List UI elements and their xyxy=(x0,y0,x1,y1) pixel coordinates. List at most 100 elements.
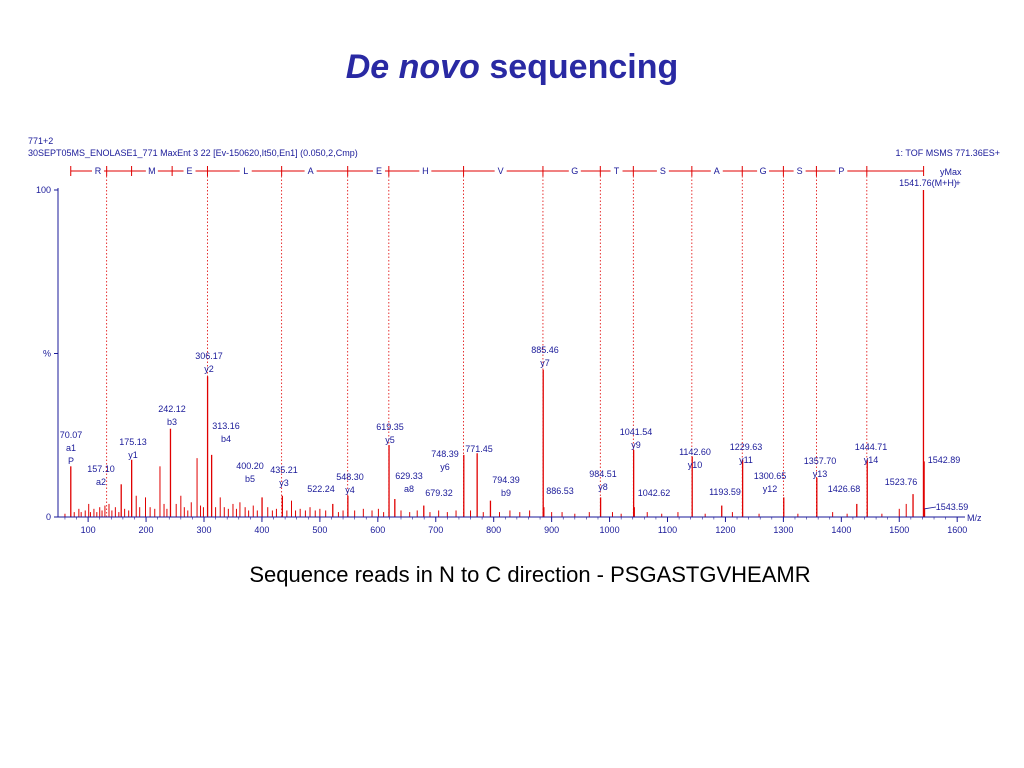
peak-label-175.13: 175.13 xyxy=(119,437,147,447)
peak-label-1444.71: 1444.71 xyxy=(855,442,888,452)
residue-label: A xyxy=(308,166,314,176)
ion-label-y5: y5 xyxy=(385,435,395,445)
x-tick-label: 500 xyxy=(312,525,327,535)
residue-label-bg xyxy=(372,166,385,176)
x-tick-label: 300 xyxy=(196,525,211,535)
residue-label-bg xyxy=(494,166,507,176)
residue-label: L xyxy=(243,166,248,176)
peak-extra-label: P xyxy=(68,456,74,466)
peak-label-313.16: 313.16 xyxy=(212,421,240,431)
peak-label-1042.62: 1042.62 xyxy=(638,488,671,498)
x-tick-label: 1200 xyxy=(715,525,735,535)
residue-label: G xyxy=(760,166,767,176)
ion-label-y4: y4 xyxy=(345,485,355,495)
peak-label-1523.76: 1523.76 xyxy=(885,477,918,487)
ion-label-b5: b5 xyxy=(245,474,255,484)
ion-label-y14: y14 xyxy=(864,455,879,465)
residue-label-bg xyxy=(419,166,432,176)
peak-label-984.51: 984.51 xyxy=(589,469,617,479)
y-tick-label: % xyxy=(43,349,51,359)
ion-label-y8: y8 xyxy=(598,482,608,492)
peak-label-157.10: 157.10 xyxy=(87,464,115,474)
ion-label-a2: a2 xyxy=(96,477,106,487)
y-tick-label: 100 xyxy=(36,185,51,195)
y-tick-label: 0 xyxy=(46,512,51,522)
residue-label: G xyxy=(571,166,578,176)
residue-label-bg xyxy=(568,166,581,176)
peak-label-1426.68: 1426.68 xyxy=(828,484,861,494)
x-tick-label: 900 xyxy=(544,525,559,535)
ion-label-y3: y3 xyxy=(279,478,289,488)
ion-label-y9: y9 xyxy=(631,440,641,450)
sequence-caption: Sequence reads in N to C direction - PSG… xyxy=(249,562,811,587)
residue-label-bg xyxy=(239,166,252,176)
ion-label-y10: y10 xyxy=(688,460,703,470)
peak-label-619.35: 619.35 xyxy=(376,422,404,432)
residue-label-bg xyxy=(710,166,723,176)
x-tick-label: 600 xyxy=(370,525,385,535)
x-tick-label: 400 xyxy=(254,525,269,535)
ion-label-y11: y11 xyxy=(739,455,753,465)
ion-label-a1: a1 xyxy=(66,443,76,453)
peak-label-679.32: 679.32 xyxy=(425,488,453,498)
ion-label-y2: y2 xyxy=(204,364,214,374)
peak-label-886.53: 886.53 xyxy=(546,486,574,496)
x-tick-label: 800 xyxy=(486,525,501,535)
residue-label-bg xyxy=(610,166,623,176)
ion-label-y6: y6 xyxy=(440,462,450,472)
x-tick-label: 1600 xyxy=(947,525,967,535)
residue-label: A xyxy=(714,166,720,176)
peak-label-1229.63: 1229.63 xyxy=(730,442,763,452)
residue-label: V xyxy=(498,166,504,176)
peak-label-242.12: 242.12 xyxy=(158,404,186,414)
header-line-2: 30SEPT05MS_ENOLASE1_771 MaxEnt 3 22 [Ev-… xyxy=(28,148,358,158)
peak-label-1142.60: 1142.60 xyxy=(679,447,711,457)
x-tick-label: 1100 xyxy=(658,525,677,535)
x-tick-label: 100 xyxy=(81,525,96,535)
header-line-1: 771+2 xyxy=(28,136,53,146)
residue-label: M xyxy=(148,166,156,176)
peak-label-1542.89: 1542.89 xyxy=(928,455,961,465)
residue-label-bg xyxy=(757,166,770,176)
peak-series xyxy=(64,190,926,517)
residue-label: S xyxy=(797,166,803,176)
x-tick-label: 200 xyxy=(139,525,154,535)
peak-label-885.46: 885.46 xyxy=(531,345,559,355)
peak-label-522.24: 522.24 xyxy=(307,484,335,494)
peak-label-70.07: 70.07 xyxy=(60,430,83,440)
peak-label-629.33: 629.33 xyxy=(395,471,423,481)
ion-guide-lines xyxy=(106,176,868,517)
residue-label: P xyxy=(838,166,844,176)
peak-label-1041.54: 1041.54 xyxy=(620,427,653,437)
residue-label: S xyxy=(660,166,666,176)
peak-label-771.45: 771.45 xyxy=(465,444,493,454)
ion-label-b3: b3 xyxy=(167,417,177,427)
axes: 100 200 300 400 500 600 700 800 900 1000 1100 1200 1… xyxy=(36,185,967,535)
slide-title-italic: De novo xyxy=(345,48,480,86)
peak-labels: 70.07 a1 P 157.10 a2 175.13 y1 242.12 b3 306.17 y2… xyxy=(60,178,969,512)
residue-label-bg xyxy=(835,166,848,176)
slide-title: De novo sequencing xyxy=(0,48,1024,87)
residue-label-bg xyxy=(183,166,196,176)
residue-label-bg xyxy=(304,166,317,176)
peak-label-1541.76: 1541.76(M+H) xyxy=(899,178,957,188)
residue-label: E xyxy=(376,166,382,176)
residue-label: R xyxy=(95,166,102,176)
residue-label-bg xyxy=(145,166,158,176)
label-connector xyxy=(924,506,937,510)
peak-label-1300.65: 1300.65 xyxy=(754,471,787,481)
peak-label-1357.70: 1357.70 xyxy=(804,456,837,466)
x-tick-label: 700 xyxy=(428,525,443,535)
residue-label: T xyxy=(614,166,620,176)
residue-label-bg xyxy=(793,166,806,176)
x-tick-label: 1300 xyxy=(773,525,793,535)
x-axis-label: M/z xyxy=(967,513,982,523)
ion-label-b4: b4 xyxy=(221,434,231,444)
peak-label-1543.59: 1543.59 xyxy=(936,502,969,512)
peak-label-306.17: 306.17 xyxy=(195,351,223,361)
peak-label-435.21: 435.21 xyxy=(270,465,298,475)
peak-label-748.39: 748.39 xyxy=(431,449,459,459)
residue-label: E xyxy=(187,166,193,176)
ion-label-y12: y12 xyxy=(763,484,778,494)
